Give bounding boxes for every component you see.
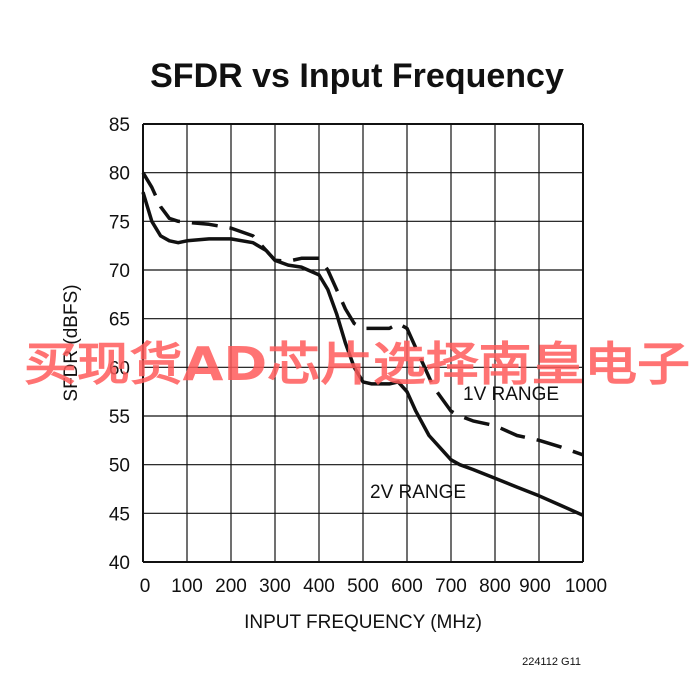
- series-lines: [141, 171, 584, 517]
- x-tick-label: 0: [140, 576, 151, 597]
- y-tick-label: 70: [109, 261, 130, 282]
- y-tick-label: 60: [109, 358, 130, 379]
- x-tick-label: 100: [171, 576, 203, 597]
- grid: [142, 123, 584, 563]
- y-axis-label: SFDR (dBFS): [61, 284, 82, 401]
- series-label-1v: 1V RANGE: [463, 384, 559, 405]
- x-tick-label: 700: [435, 576, 467, 597]
- y-tick-label: 75: [109, 212, 130, 233]
- watermark: 买现货AD芯片选择南皇电子: [24, 337, 690, 391]
- x-tick-label: 500: [347, 576, 379, 597]
- x-tick-label: 800: [479, 576, 511, 597]
- y-tick-label: 45: [109, 504, 130, 525]
- figure-code: 224112 G11: [522, 656, 581, 668]
- chart-title: SFDR vs Input Frequency: [150, 57, 564, 95]
- series-label-2v: 2V RANGE: [370, 482, 466, 503]
- x-axis-label: INPUT FREQUENCY (MHz): [244, 612, 482, 633]
- x-tick-label: 400: [303, 576, 335, 597]
- y-tick-label: 50: [109, 456, 130, 477]
- x-tick-labels: 0 100 200 300 400 500 600 700 800 900 1000: [140, 576, 607, 597]
- y-tick-label: 40: [109, 553, 130, 574]
- y-tick-labels: 40 45 50 55 60 65 70 75 80 85: [109, 115, 130, 574]
- x-tick-label: 300: [259, 576, 291, 597]
- x-tick-label: 600: [391, 576, 423, 597]
- y-tick-label: 85: [109, 115, 130, 136]
- x-tick-label: 1000: [565, 576, 607, 597]
- x-tick-label: 900: [519, 576, 551, 597]
- series-line-2v-range: [141, 191, 584, 517]
- x-tick-label: 200: [215, 576, 247, 597]
- y-tick-label: 80: [109, 164, 130, 185]
- series-line-1v-range: [141, 171, 584, 457]
- y-tick-label: 55: [109, 407, 130, 428]
- y-tick-label: 65: [109, 310, 130, 331]
